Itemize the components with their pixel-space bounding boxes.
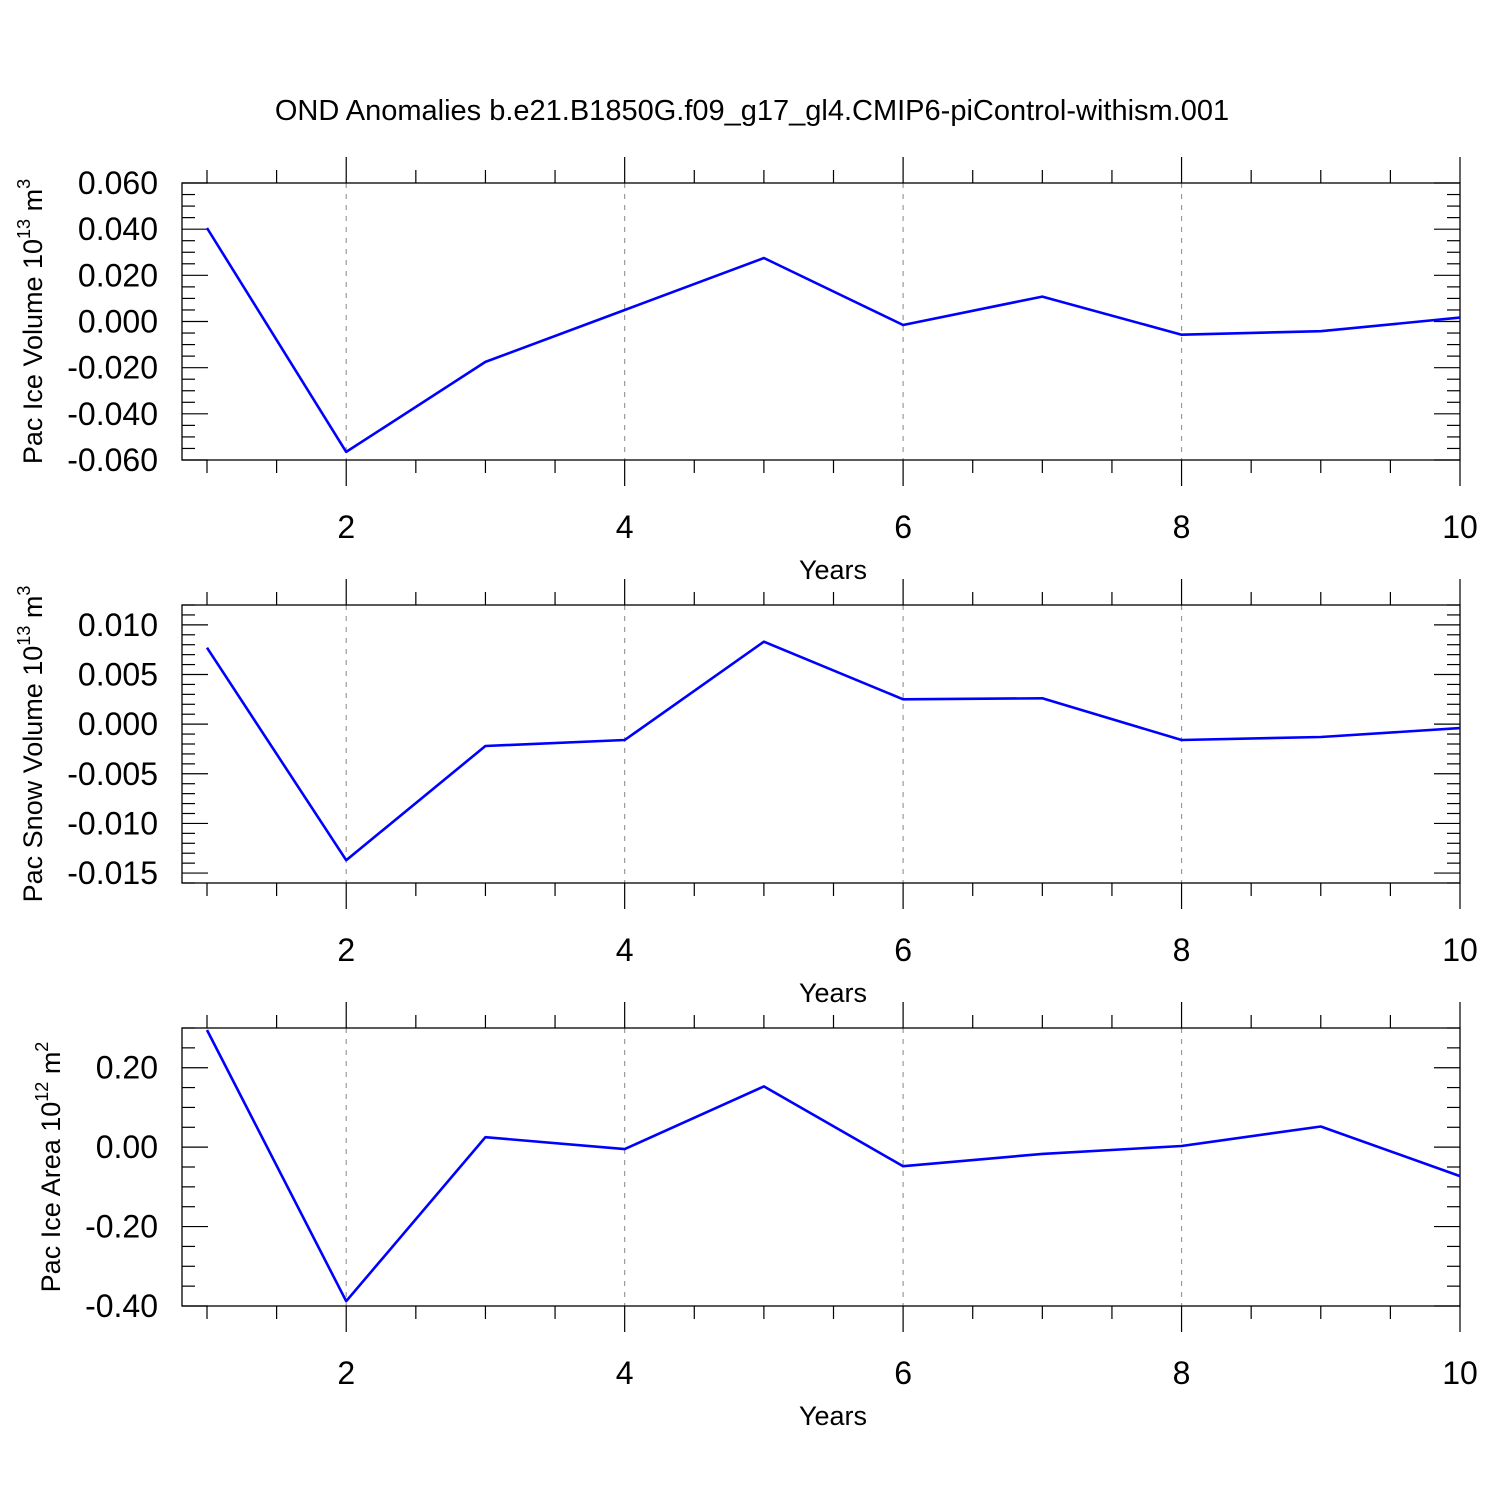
panels: 2 4 6 8 10 -0.060 -0.040 -0.020 0.000 0.020 0.040 0… [14,157,1478,1431]
y-ticks [182,1027,1460,1307]
y-tick-label: 0.20 [96,1050,158,1086]
data-point [1458,726,1462,730]
x-tick-label: 10 [1442,932,1478,968]
data-point [1180,333,1184,337]
y-tick-label: 0.060 [78,165,158,201]
x-ticks [206,579,1461,909]
x-tick-label: 6 [894,1355,912,1391]
data-point [1040,696,1044,700]
y-axis-title: Pac Ice Volume 1013 m3 [14,179,48,464]
data-point [762,640,766,644]
y-tick-label: 0.020 [78,257,158,293]
plot-frame [181,1027,1461,1307]
y-tick-label: -0.010 [67,805,158,841]
chart-panel-3: 2 4 6 8 10 -0.40 -0.20 0.00 0.20 Years Pac Ice Are… [32,1002,1478,1431]
x-tick-label: 6 [894,509,912,545]
data-point [623,738,627,742]
data-point [344,1299,348,1303]
y-axis-title-text: Pac Ice Volume 10 [18,239,48,464]
x-tick-label: 2 [337,1355,355,1391]
y-axis-title-exponent: 13 [14,626,34,646]
y-axis-title-text: Pac Ice Area 10 [36,1102,66,1293]
x-tick-label: 4 [616,509,634,545]
y-axis-title-unit: m [18,189,48,219]
data-point [344,858,348,862]
y-tick-label: 0.000 [78,304,158,340]
y-ticks [182,182,1460,461]
y-axis-title-unit-exponent: 3 [14,586,34,596]
plot-frame [181,182,1461,461]
x-tick-label: 4 [616,932,634,968]
figure-title: OND Anomalies b.e21.B1850G.f09_g17_gl4.C… [275,95,1229,127]
data-point [483,744,487,748]
y-axis-title: Pac Snow Volume 1013 m3 [14,586,48,903]
data-point [483,1135,487,1139]
y-ticks [182,604,1460,884]
data-point [483,360,487,364]
x-tick-label: 6 [894,932,912,968]
data-point [762,256,766,260]
x-tick-label: 10 [1442,1355,1478,1391]
x-tick-label: 2 [337,509,355,545]
data-point [1040,295,1044,299]
x-tick-label: 8 [1173,1355,1191,1391]
plot-frame [181,604,1461,884]
data-point [1319,329,1323,333]
y-axis-title: Pac Ice Area 1012 m2 [32,1042,66,1293]
data-point [901,697,905,701]
y-tick-label: -0.015 [67,855,158,891]
y-tick-label: 0.00 [96,1129,158,1165]
y-tick-label: -0.20 [85,1209,158,1245]
y-tick-label: -0.060 [67,442,158,478]
data-point [1458,316,1462,320]
y-tick-label: 0.040 [78,211,158,247]
y-axis-title-exponent: 13 [14,219,34,239]
chart-panel-2: 2 4 6 8 10 -0.015 -0.010 -0.005 0.000 0.005 0.010 Y… [14,579,1478,1008]
data-point [205,1028,209,1032]
y-axis-title-unit-exponent: 3 [14,179,34,189]
y-tick-label: -0.040 [67,396,158,432]
data-point [1319,735,1323,739]
y-axis-title-unit: m [18,596,48,626]
x-tick-label: 8 [1173,509,1191,545]
data-point [1040,1152,1044,1156]
x-axis-title: Years [799,1401,867,1431]
y-axis-title-unit: m [36,1052,66,1082]
x-axis-title: Years [799,978,867,1008]
data-point [623,1147,627,1151]
data-point [1319,1124,1323,1128]
y-tick-label: 0.000 [78,706,158,742]
x-ticks [206,1002,1461,1332]
y-axis-title-unit-exponent: 2 [32,1042,52,1052]
x-axis-title: Years [799,555,867,585]
data-point [901,1164,905,1168]
data-point [1458,1174,1462,1178]
data-point [344,450,348,454]
y-tick-label: 0.010 [78,607,158,643]
data-point [205,646,209,650]
x-ticks [206,157,1461,486]
chart-panel-1: 2 4 6 8 10 -0.060 -0.040 -0.020 0.000 0.020 0.040 0… [14,157,1478,585]
x-tick-label: 2 [337,932,355,968]
y-axis-title-text: Pac Snow Volume 10 [18,646,48,903]
data-point [1180,738,1184,742]
data-point [623,308,627,312]
x-tick-label: 4 [616,1355,634,1391]
y-tick-label: -0.005 [67,756,158,792]
y-tick-label: -0.40 [85,1288,158,1324]
data-point [901,323,905,327]
y-tick-label: 0.005 [78,657,158,693]
series-line [205,227,1461,454]
data-point [1180,1144,1184,1148]
data-point [205,226,209,230]
series-line [205,640,1461,862]
x-tick-label: 10 [1442,509,1478,545]
x-tick-label: 8 [1173,932,1191,968]
y-tick-label: -0.020 [67,350,158,386]
y-axis-title-exponent: 12 [32,1082,52,1102]
series-line [205,1029,1461,1303]
data-point [762,1084,766,1088]
